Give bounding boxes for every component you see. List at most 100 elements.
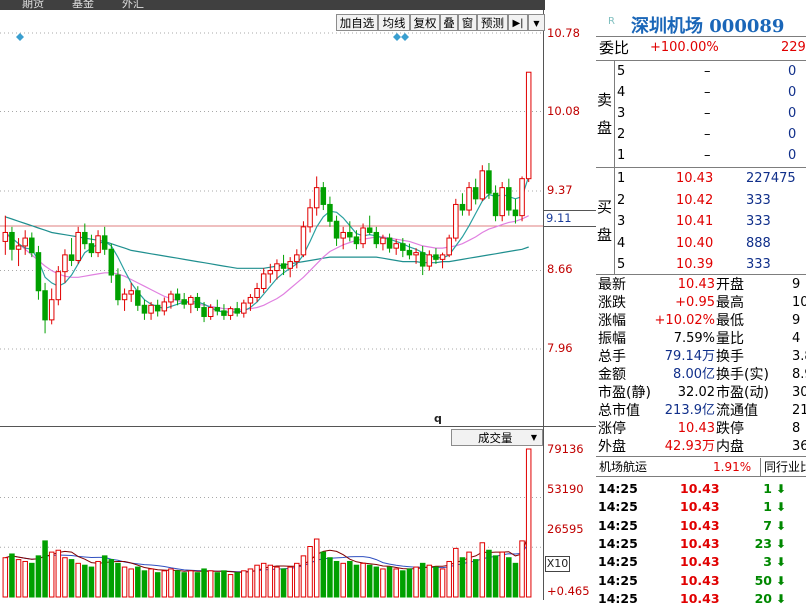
- level-price: 10.43: [676, 171, 714, 186]
- event-markers: [16, 33, 409, 41]
- weibi-pct: +100.00%: [650, 40, 719, 55]
- candle-body: [148, 304, 154, 314]
- window-button[interactable]: 窗: [458, 14, 477, 31]
- volume-bar: [88, 566, 95, 598]
- stat-row: 市盈(静) 32.02 市盈(动) 30: [596, 384, 806, 402]
- volume-bar: [360, 562, 366, 598]
- volume-bar: [400, 570, 406, 598]
- candle-body: [486, 170, 492, 194]
- level-volume: 227475: [746, 171, 796, 186]
- stat-label: 流通值: [716, 403, 758, 419]
- level-number: 4: [617, 85, 626, 100]
- volume-bar: [29, 562, 35, 598]
- level-price: –: [704, 85, 711, 100]
- price-label-2: 10.08: [547, 104, 580, 118]
- volume-bar: [121, 566, 128, 598]
- sell-label-2: 盘: [597, 119, 613, 137]
- buy-side-label-box: 买 盘: [596, 168, 615, 274]
- triangle-down-icon[interactable]: ▼: [528, 14, 545, 31]
- volume-bar: [466, 551, 472, 598]
- candle-body: [280, 263, 287, 269]
- level-number: 3: [617, 106, 626, 121]
- candle-body: [419, 252, 426, 267]
- volume-bar: [280, 568, 287, 598]
- buy-level-row[interactable]: 2 10.42 333: [596, 192, 806, 210]
- sell-level-row[interactable]: 3 – 0: [596, 105, 806, 123]
- forecast-button[interactable]: 预测: [477, 14, 508, 31]
- trade-row: 14:25 10.43 1 ⬇: [596, 498, 806, 516]
- sell-level-row[interactable]: 1 – 0: [596, 147, 806, 165]
- volume-label-mid: 53190: [547, 482, 584, 496]
- buy-level-row[interactable]: 1 10.43 227475: [596, 170, 806, 188]
- stat-label: 涨跌: [598, 295, 626, 311]
- volume-selector-label: 成交量: [478, 431, 513, 445]
- candle-body: [479, 170, 486, 200]
- candle-body: [121, 293, 128, 301]
- peer-compare-tab[interactable]: 同行业比: [760, 458, 806, 476]
- volume-bar: [313, 538, 320, 598]
- arrow-down-icon: ⬇: [776, 482, 787, 496]
- volume-bar: [135, 566, 141, 598]
- level-volume: 0: [788, 148, 797, 163]
- sell-side-label-box: 卖 盘: [596, 61, 615, 167]
- current-price-box: 9.11: [544, 210, 597, 227]
- candle-body: [380, 237, 386, 245]
- volume-bar: [519, 540, 525, 598]
- candle-body: [254, 287, 260, 298]
- stat-label: 金额: [598, 367, 626, 383]
- candle-body: [214, 307, 221, 312]
- level-price: –: [704, 64, 711, 79]
- level-price: 10.40: [676, 235, 714, 251]
- trade-row: 14:25 10.43 50 ⬇: [596, 572, 806, 590]
- candle-body: [115, 274, 121, 301]
- candle-body: [439, 254, 446, 260]
- trade-price: 10.43: [680, 572, 720, 588]
- buy-level-row[interactable]: 5 10.39 333: [596, 256, 806, 274]
- stat-label: 内盘: [716, 439, 744, 455]
- candle-body: [29, 237, 35, 254]
- volume-bar: [201, 568, 207, 598]
- level-volume: 888: [746, 235, 771, 251]
- stat-row: 最新 10.43 开盘 9: [596, 276, 806, 294]
- trade-row: 14:25 10.43 3 ⬇: [596, 553, 806, 571]
- candle-body: [174, 293, 181, 301]
- nav-item-futures[interactable]: 期货: [22, 0, 44, 10]
- volume-bar: [221, 570, 227, 598]
- nav-item-funds[interactable]: 基金: [72, 0, 94, 10]
- add-watchlist-button[interactable]: 加自选: [336, 14, 378, 31]
- candle-body: [42, 290, 48, 321]
- zoom-badge[interactable]: X10: [545, 556, 570, 572]
- adjust-button[interactable]: 复权: [410, 14, 440, 31]
- logo-mark: R: [608, 16, 615, 27]
- candle-body: [2, 231, 9, 242]
- volume-bar: [241, 570, 247, 598]
- stat-value: 9: [792, 313, 801, 328]
- candle-body: [135, 290, 141, 306]
- candle-body: [506, 187, 512, 211]
- stock-code: 000089: [709, 16, 785, 37]
- nav-item-forex[interactable]: 外汇: [122, 0, 144, 10]
- stat-value: 30: [792, 385, 806, 400]
- level-number: 3: [617, 214, 626, 229]
- sector-name[interactable]: 机场航运: [599, 460, 648, 474]
- candle-body: [35, 252, 42, 292]
- sell-level-row[interactable]: 2 – 0: [596, 126, 806, 144]
- trade-time: 14:25: [598, 517, 638, 533]
- arrow-right-bar-icon[interactable]: ▶|: [508, 14, 528, 31]
- sell-level-row[interactable]: 5 – 0: [596, 63, 806, 81]
- sector-pct: 1.91%: [713, 460, 752, 474]
- buy-level-row[interactable]: 3 10.41 333: [596, 213, 806, 231]
- level-number: 1: [617, 148, 626, 163]
- buy-level-row[interactable]: 4 10.40 888: [596, 235, 806, 253]
- volume-bar: [406, 568, 413, 598]
- sell-level-row[interactable]: 4 – 0: [596, 84, 806, 102]
- volume-selector[interactable]: 成交量 ▼: [451, 429, 543, 446]
- volume-bar: [48, 551, 55, 598]
- stat-label: 最低: [716, 313, 744, 329]
- volume-bar: [320, 551, 327, 598]
- overlay-button[interactable]: 叠: [440, 14, 458, 31]
- trade-time: 14:25: [598, 499, 638, 515]
- ma-button[interactable]: 均线: [378, 14, 410, 31]
